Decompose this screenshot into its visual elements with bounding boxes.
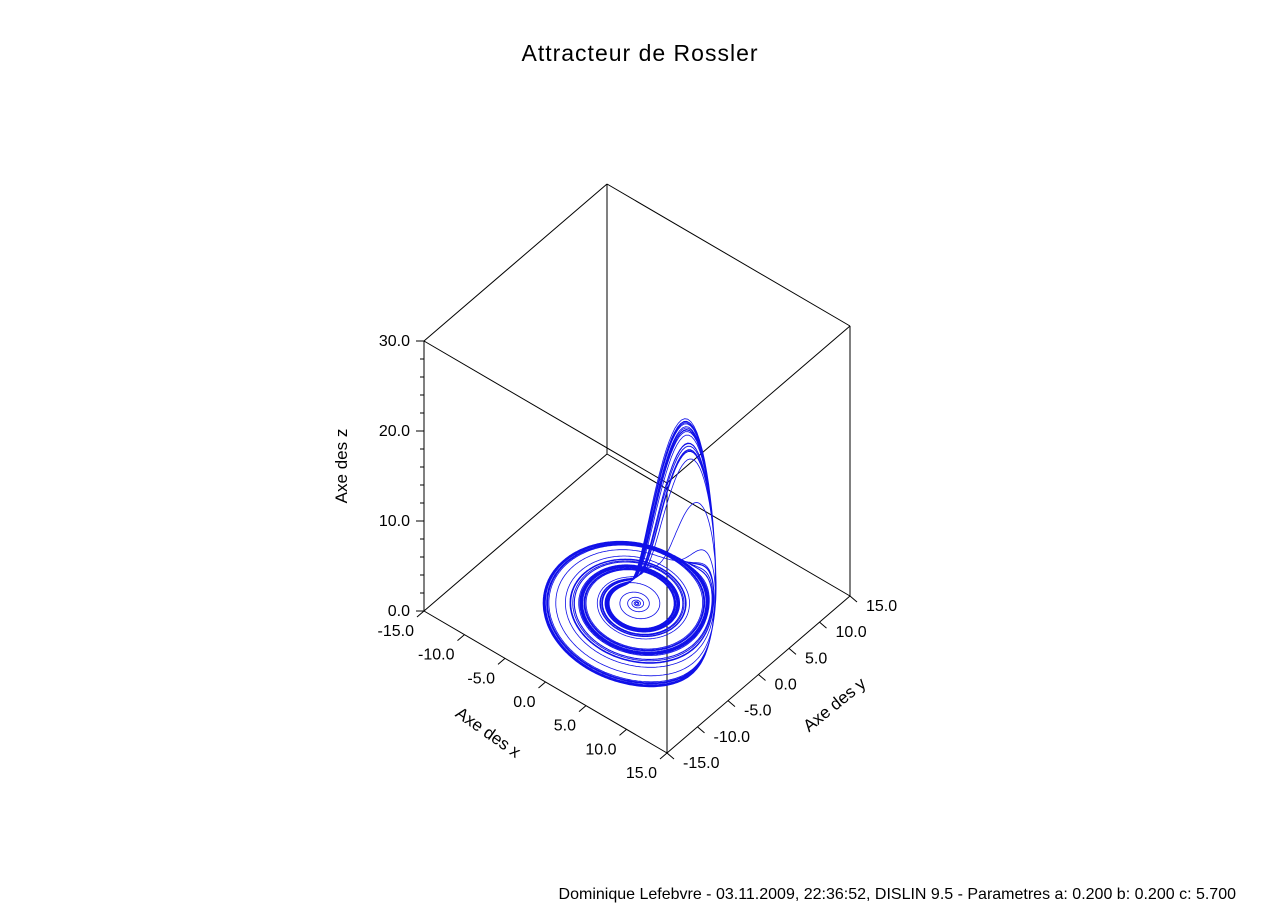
box-edge	[423, 453, 608, 612]
x-tick	[457, 634, 465, 642]
x-tick	[497, 657, 506, 665]
x-tick-label: -15.0	[378, 623, 415, 640]
y-tick-label: -10.0	[714, 729, 751, 746]
x-tick	[416, 610, 425, 618]
z-tick-label: 30.0	[379, 333, 410, 350]
chart-title: Attracteur de Rossler	[521, 40, 758, 66]
y-tick-label: 10.0	[836, 624, 867, 641]
rossler-trajectory-line	[542, 418, 717, 688]
x-tick-label: 0.0	[513, 694, 535, 711]
y-tick	[819, 621, 827, 629]
x-tick	[619, 728, 627, 736]
y-tick-label: 0.0	[775, 677, 797, 694]
x-tick	[538, 681, 546, 689]
footer-credit: Dominique Lefebvre - 03.11.2009, 22:36:5…	[559, 886, 1237, 903]
y-tick	[849, 595, 858, 603]
x-tick-label: -5.0	[467, 670, 495, 687]
z-tick-label: 10.0	[379, 513, 410, 530]
y-tick-label: 5.0	[805, 650, 827, 667]
axis-box	[423, 183, 851, 754]
z-tick-label: 0.0	[388, 603, 410, 620]
x-tick	[659, 752, 668, 760]
y-tick	[788, 647, 797, 655]
y-tick-label: -15.0	[683, 755, 720, 772]
box-edge	[423, 340, 668, 484]
y-tick-label: -5.0	[744, 703, 772, 720]
box-edge	[606, 453, 851, 597]
y-tick	[758, 674, 766, 681]
box-edge	[666, 325, 851, 484]
z-axis-title: Axe des z	[332, 429, 351, 504]
box-edge	[606, 183, 851, 327]
y-axis-title: Axe des y	[800, 674, 870, 736]
z-tick-label: 20.0	[379, 423, 410, 440]
y-tick	[727, 700, 736, 708]
y-tick-label: 15.0	[866, 598, 897, 615]
axis-ticks: -15.0-10.0-5.00.05.010.015.0-15.0-10.0-5…	[378, 333, 898, 782]
y-tick	[666, 752, 675, 760]
x-tick-label: 10.0	[585, 741, 616, 758]
trajectory-group	[542, 418, 717, 688]
box-edge	[423, 183, 608, 342]
x-tick-label: 15.0	[626, 765, 657, 782]
x-tick-label: 5.0	[554, 718, 576, 735]
x-tick-label: -10.0	[418, 647, 455, 664]
x-tick	[578, 705, 587, 713]
x-axis-title: Axe des x	[452, 703, 524, 762]
y-tick	[697, 726, 705, 734]
